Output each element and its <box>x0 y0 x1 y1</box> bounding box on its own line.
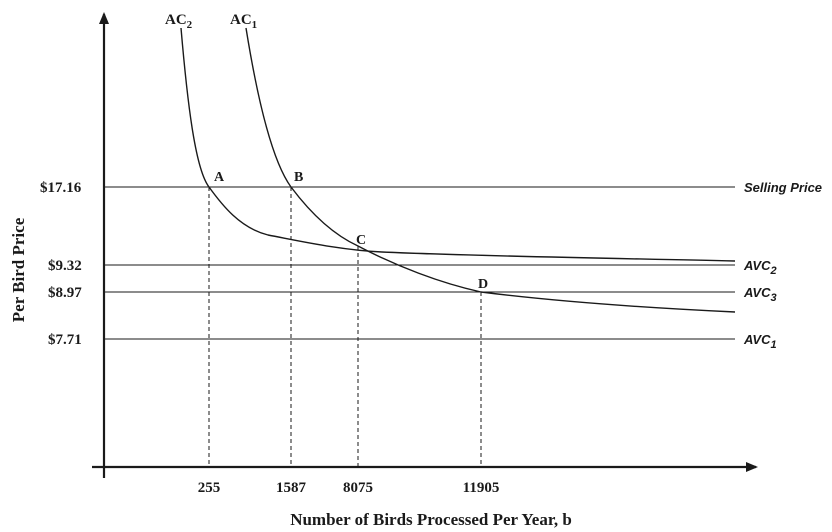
point-label-a: A <box>214 170 225 185</box>
line-label-selling-price: Selling Price <box>744 180 822 195</box>
point-label-b: B <box>294 170 303 185</box>
curve-label-ac1: AC1 <box>230 12 257 31</box>
curve-label-ac2: AC2 <box>165 12 193 31</box>
y-axis-title: Per Bird Price <box>9 217 28 322</box>
curve-ac2 <box>180 27 736 262</box>
line-label-avc1: AVC1 <box>743 332 777 351</box>
curve-ac1 <box>245 27 736 313</box>
y-tick-label: $17.16 <box>40 180 82 196</box>
point-label-c: C <box>356 233 366 248</box>
x-tick-label: 1587 <box>276 480 307 496</box>
x-tick-label: 11905 <box>463 480 500 496</box>
y-tick-label: $9.32 <box>48 258 82 274</box>
line-label-avc2: AVC2 <box>743 258 777 277</box>
line-label-avc3: AVC3 <box>743 285 777 304</box>
x-axis-title: Number of Birds Processed Per Year, b <box>290 510 572 529</box>
y-tick-label: $8.97 <box>48 285 82 301</box>
x-tick-label: 8075 <box>343 480 373 496</box>
point-label-d: D <box>478 277 488 292</box>
y-tick-label: $7.71 <box>48 332 82 348</box>
x-tick-label: 255 <box>198 480 221 496</box>
